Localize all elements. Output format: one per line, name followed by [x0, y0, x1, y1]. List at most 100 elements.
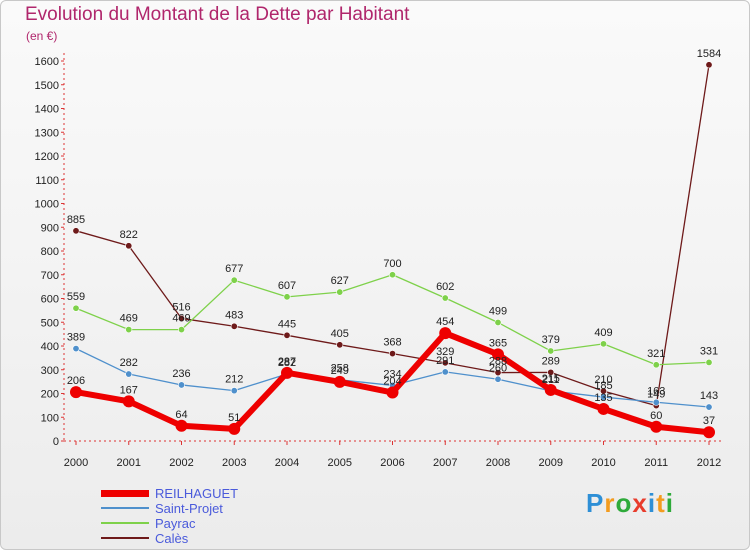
data-label: 291 [436, 355, 454, 367]
data-label: 499 [489, 305, 507, 317]
data-point [336, 288, 344, 296]
y-tick-label: 1500 [35, 80, 59, 92]
data-label: 167 [120, 384, 138, 396]
data-label: 365 [489, 337, 507, 349]
data-label: 885 [67, 214, 85, 226]
data-point [230, 387, 238, 395]
data-label: 677 [225, 263, 243, 275]
data-label: 206 [67, 375, 85, 387]
data-point [547, 368, 555, 376]
data-point [492, 348, 504, 361]
data-label: 445 [278, 318, 296, 330]
data-label: 409 [594, 327, 612, 339]
data-label: 602 [436, 281, 454, 293]
data-point [178, 326, 186, 334]
data-point [544, 383, 557, 396]
data-point [336, 341, 344, 349]
x-tick-label: 2002 [169, 457, 193, 469]
y-tick-label: 500 [41, 317, 59, 329]
data-label: 236 [172, 368, 190, 380]
data-point [599, 340, 607, 348]
data-label: 143 [700, 390, 718, 402]
data-label: 405 [331, 328, 349, 340]
legend-swatch [101, 507, 149, 509]
legend-swatch [101, 489, 149, 497]
data-label: 258 [331, 363, 349, 375]
logo-letter: o [615, 488, 633, 518]
x-tick-label: 2008 [486, 457, 510, 469]
data-point [599, 393, 607, 401]
data-point [230, 322, 238, 330]
logo-letter: P [586, 488, 605, 518]
data-point [72, 345, 80, 353]
data-label: 331 [700, 345, 718, 357]
data-label: 249 [331, 365, 349, 377]
legend-label: Payrac [155, 516, 196, 531]
data-point [72, 227, 80, 235]
data-point [125, 326, 133, 334]
data-point [388, 350, 396, 358]
y-tick-label: 0 [53, 436, 59, 448]
data-label: 379 [542, 334, 560, 346]
data-point [439, 327, 452, 340]
data-label: 149 [647, 389, 665, 401]
data-point [283, 331, 291, 339]
x-tick-label: 2006 [380, 457, 404, 469]
data-label: 289 [542, 355, 560, 367]
data-point [652, 398, 660, 406]
x-tick-label: 2003 [222, 457, 246, 469]
legend-label: REILHAGUET [155, 486, 239, 501]
y-tick-label: 200 [41, 389, 59, 401]
logo-letter: i [647, 488, 657, 518]
y-tick-label: 300 [41, 365, 59, 377]
proxiti-logo: Proxiti [586, 488, 674, 519]
x-tick-label: 2011 [644, 457, 668, 469]
x-tick-label: 2000 [64, 457, 88, 469]
data-point [547, 347, 555, 355]
y-tick-label: 100 [41, 412, 59, 424]
data-label: 469 [120, 313, 138, 325]
data-label: 469 [172, 313, 190, 325]
y-tick-label: 800 [41, 246, 59, 258]
data-point [705, 61, 713, 69]
data-label: 329 [436, 346, 454, 358]
x-tick-label: 2009 [539, 457, 563, 469]
data-point [125, 370, 133, 378]
data-label: 607 [278, 280, 296, 292]
data-label: 211 [542, 374, 560, 386]
chart-title: Evolution du Montant de la Dette par Hab… [25, 4, 410, 25]
data-label: 37 [703, 415, 715, 427]
y-tick-label: 900 [41, 222, 59, 234]
data-label: 516 [172, 301, 190, 313]
data-point [122, 395, 135, 408]
logo-letter: r [604, 488, 616, 518]
data-label: 282 [120, 357, 138, 369]
data-point [178, 381, 186, 389]
data-label: 368 [383, 337, 401, 349]
logo-letter: i [665, 488, 674, 518]
data-label: 212 [225, 374, 243, 386]
data-label: 260 [489, 362, 507, 374]
x-tick-label: 2005 [328, 457, 352, 469]
data-label: 454 [436, 316, 454, 328]
data-point [70, 386, 82, 399]
logo-letter: x [632, 488, 648, 518]
data-label: 210 [594, 374, 612, 386]
data-label: 215 [542, 373, 560, 385]
data-label: 234 [383, 368, 401, 380]
data-point [705, 358, 713, 366]
data-label: 321 [647, 348, 665, 360]
data-point [281, 366, 293, 379]
y-tick-label: 1000 [35, 199, 59, 211]
data-label: 389 [67, 332, 85, 344]
legend-label: Calès [155, 531, 189, 546]
data-label: 204 [383, 376, 401, 388]
y-tick-label: 600 [41, 294, 59, 306]
data-point [386, 386, 399, 399]
legend-swatch [101, 537, 149, 539]
data-point [652, 361, 660, 369]
x-tick-label: 2001 [117, 457, 141, 469]
x-tick-label: 2007 [433, 457, 457, 469]
legend-label: Saint-Projet [155, 501, 223, 516]
